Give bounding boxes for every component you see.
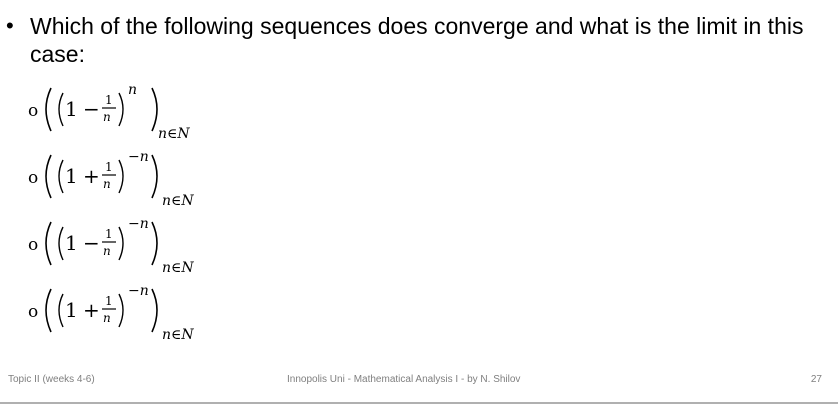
inner-paren-right xyxy=(118,226,124,261)
outer-paren-right xyxy=(151,221,158,266)
term-one: 1 xyxy=(65,97,78,121)
sequence-option-4: o 1 + 1 n −n n∈N xyxy=(28,281,258,347)
exponent: −n xyxy=(128,149,149,165)
operator: + xyxy=(83,164,100,188)
outer-paren-right xyxy=(151,154,158,199)
fraction-denominator: n xyxy=(103,244,111,258)
question-text: Which of the following sequences does co… xyxy=(30,13,804,67)
index-set: n∈N xyxy=(162,260,194,276)
bullet-icon: • xyxy=(6,13,14,38)
fraction-denominator: n xyxy=(103,311,111,325)
inner-paren-left xyxy=(58,226,64,261)
outer-paren-left xyxy=(45,87,52,132)
option-marker: o xyxy=(28,235,38,255)
outer-paren-right xyxy=(151,87,158,132)
sequence-formula-4: o 1 + 1 n −n n∈N xyxy=(28,283,194,343)
sequence-option-3: o 1 − 1 n −n n∈N xyxy=(28,214,258,280)
term-one: 1 xyxy=(65,231,78,255)
inner-paren-left xyxy=(58,159,64,194)
term-one: 1 xyxy=(65,298,78,322)
outer-paren-right xyxy=(151,288,158,333)
index-set: n∈N xyxy=(162,327,194,343)
exponent: −n xyxy=(128,283,149,299)
fraction-denominator: n xyxy=(103,110,111,124)
inner-paren-right xyxy=(118,293,124,328)
fraction-numerator: 1 xyxy=(105,160,113,174)
bottom-divider xyxy=(0,402,838,404)
exponent: n xyxy=(128,82,137,98)
page-number: 27 xyxy=(810,374,822,385)
outer-paren-left xyxy=(45,221,52,266)
fraction-numerator: 1 xyxy=(105,227,113,241)
footer-topic: Topic II (weeks 4-6) xyxy=(8,374,95,385)
fraction-numerator: 1 xyxy=(105,93,113,107)
index-set: n∈N xyxy=(162,193,194,209)
inner-paren-left xyxy=(58,293,64,328)
footer-course: Innopolis Uni - Mathematical Analysis I … xyxy=(287,374,521,385)
fraction-numerator: 1 xyxy=(105,294,113,308)
operator: + xyxy=(83,298,100,322)
inner-paren-right xyxy=(118,92,124,127)
option-marker: o xyxy=(28,302,38,322)
operator: − xyxy=(83,231,100,255)
sequence-formula-2: o 1 + 1 n −n n∈N xyxy=(28,149,194,209)
outer-paren-left xyxy=(45,154,52,199)
sequence-option-1: o 1 − 1 n n n∈N xyxy=(28,80,258,146)
outer-paren-left xyxy=(45,288,52,333)
inner-paren-right xyxy=(118,159,124,194)
inner-paren-left xyxy=(58,92,64,127)
index-set: n∈N xyxy=(158,126,190,142)
option-marker: o xyxy=(28,101,38,121)
fraction-denominator: n xyxy=(103,177,111,191)
sequence-formula-3: o 1 − 1 n −n n∈N xyxy=(28,216,194,276)
sequence-formula-1: o 1 − 1 n n n∈N xyxy=(28,82,190,142)
sequence-option-2: o 1 + 1 n −n n∈N xyxy=(28,147,258,213)
option-marker: o xyxy=(28,168,38,188)
exponent: −n xyxy=(128,216,149,232)
term-one: 1 xyxy=(65,164,78,188)
operator: − xyxy=(83,97,100,121)
